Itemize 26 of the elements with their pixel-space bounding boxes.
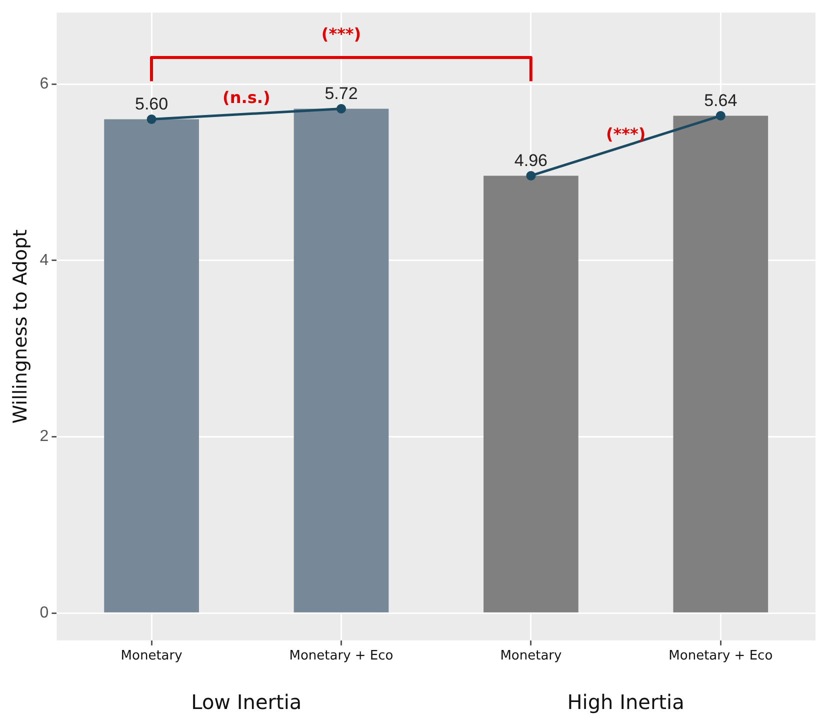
point — [716, 111, 726, 121]
text: High Inertia — [567, 690, 684, 714]
y-tick-label: 0 — [40, 604, 49, 622]
y-tick-label: 4 — [40, 252, 49, 269]
bar — [294, 108, 389, 612]
x-tick-label: Monetary + Eco — [289, 648, 394, 664]
annotation: (***) — [606, 124, 646, 144]
data-label: 5.64 — [704, 90, 738, 110]
x-tick-label: Monetary — [500, 648, 562, 664]
annotation: (n.s.) — [222, 88, 270, 108]
data-label: 5.72 — [324, 84, 358, 103]
text: Low Inertia — [191, 690, 302, 714]
y-tick-label: 6 — [40, 75, 49, 92]
bar — [104, 119, 199, 612]
x-tick-label: Monetary + Eco — [668, 648, 773, 664]
data-label: 4.96 — [514, 150, 548, 170]
bar — [673, 116, 768, 612]
data-label: 5.60 — [135, 94, 168, 114]
point — [336, 104, 346, 114]
annotation: (***) — [321, 24, 362, 44]
point — [526, 170, 536, 180]
y-tick-label: 2 — [40, 428, 49, 446]
x-tick-label: Monetary — [120, 648, 183, 664]
point — [146, 114, 156, 124]
y-axis-title: Willingness to Adopt — [9, 229, 32, 424]
bar — [484, 176, 578, 612]
